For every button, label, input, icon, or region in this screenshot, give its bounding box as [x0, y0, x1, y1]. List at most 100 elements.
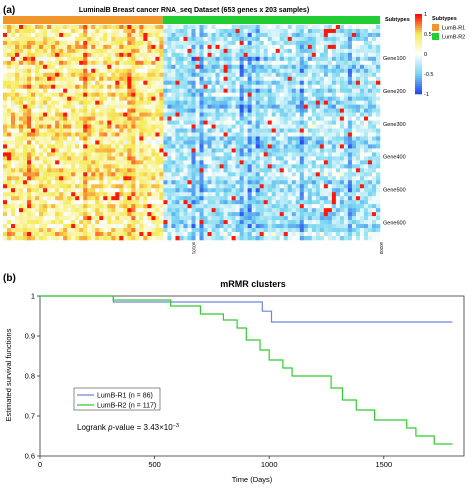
- heatmap-cell: [131, 112, 136, 117]
- heatmap-cell: [355, 68, 361, 74]
- heatmap-cell: [367, 128, 373, 133]
- heatmap-cell: [163, 192, 168, 197]
- heatmap-cell: [355, 116, 361, 121]
- heatmap-cell: [143, 76, 148, 82]
- heatmap-cell: [7, 208, 12, 213]
- heatmap-cell: [363, 156, 369, 161]
- heatmap-cell: [95, 120, 100, 125]
- heatmap-cell: [159, 148, 164, 153]
- heatmap-cell: [151, 120, 156, 125]
- heatmap-cell: [299, 104, 305, 109]
- heatmap-cell: [323, 156, 329, 161]
- heatmap-cell: [147, 92, 152, 97]
- heatmap-cell: [195, 208, 200, 213]
- heatmap-cell: [287, 120, 293, 125]
- heatmap-cell: [279, 232, 285, 237]
- heatmap-cell: [67, 140, 72, 145]
- heatmap-cell: [3, 228, 8, 233]
- heatmap-cell: [223, 184, 228, 189]
- heatmap-cell: [223, 228, 228, 233]
- heatmap-cell: [31, 112, 36, 117]
- heatmap-cell: [123, 92, 128, 97]
- heatmap-cell: [111, 148, 116, 153]
- heatmap-cell: [183, 152, 188, 157]
- heatmap-cell: [235, 136, 240, 141]
- heatmap-cell: [203, 76, 208, 82]
- heatmap-cell: [139, 180, 144, 185]
- heatmap-cell: [227, 25, 232, 30]
- heatmap-cell: [235, 168, 240, 173]
- heatmap-cell: [271, 132, 277, 137]
- heatmap-cell: [371, 56, 377, 62]
- heatmap-cell: [339, 232, 345, 237]
- heatmap-cell: [215, 176, 220, 181]
- heatmap-cell: [159, 32, 164, 38]
- heatmap-cell: [267, 196, 273, 201]
- heatmap-cell: [287, 196, 293, 201]
- heatmap-cell: [315, 200, 321, 205]
- heatmap-cell: [7, 32, 12, 38]
- heatmap-cell: [263, 92, 268, 97]
- heatmap-cell: [115, 164, 120, 169]
- heatmap-cell: [147, 56, 152, 62]
- heatmap-cell: [259, 60, 264, 66]
- heatmap-cell: [43, 212, 48, 217]
- heatmap-cell: [119, 228, 124, 233]
- heatmap-cell: [219, 232, 224, 237]
- heatmap-cell: [59, 132, 64, 137]
- heatmap-cell: [355, 176, 361, 181]
- heatmap-cell: [11, 236, 16, 241]
- heatmap-cell: [155, 152, 160, 157]
- heatmap-cell: [259, 104, 264, 109]
- heatmap-cell: [87, 168, 92, 173]
- heatmap-cell: [123, 176, 128, 181]
- heatmap-cell: [31, 164, 36, 169]
- heatmap-cell: [287, 44, 293, 50]
- heatmap-cell: [67, 96, 72, 101]
- heatmap-cell: [183, 96, 188, 101]
- heatmap-cell: [103, 76, 108, 82]
- heatmap-cell: [335, 64, 341, 70]
- heatmap-cell: [223, 136, 228, 141]
- heatmap-cell: [139, 148, 144, 153]
- heatmap-cell: [151, 200, 156, 205]
- heatmap-cell: [39, 52, 44, 58]
- heatmap-cell: [287, 60, 293, 66]
- heatmap-cell: [211, 100, 216, 105]
- heatmap-cell: [375, 140, 381, 145]
- heatmap-cell: [191, 48, 196, 54]
- heatmap-cell: [311, 132, 317, 137]
- heatmap-cell: [371, 108, 377, 113]
- heatmap-cell: [343, 148, 349, 153]
- heatmap-cell: [307, 220, 313, 225]
- heatmap-cell: [271, 220, 277, 225]
- heatmap-cell: [19, 184, 24, 189]
- heatmap-cell: [23, 104, 28, 109]
- heatmap-cell: [3, 100, 8, 105]
- heatmap-cell: [219, 92, 224, 97]
- heatmap-cell: [127, 180, 132, 185]
- heatmap-cell: [267, 120, 273, 125]
- heatmap-cell: [71, 212, 76, 217]
- heatmap-cell: [107, 128, 112, 133]
- heatmap-cell: [111, 144, 116, 149]
- heatmap-cell: [163, 25, 168, 30]
- heatmap-cell: [99, 28, 104, 34]
- heatmap-cell: [319, 200, 325, 205]
- heatmap-cell: [11, 36, 16, 42]
- heatmap-cell: [155, 208, 160, 213]
- heatmap-cell: [67, 28, 72, 34]
- heatmap-cell: [167, 28, 172, 34]
- heatmap-cell: [247, 224, 252, 229]
- heatmap-cell: [235, 68, 240, 74]
- heatmap-cell: [359, 25, 365, 30]
- heatmap-cell: [227, 116, 232, 121]
- heatmap-cell: [119, 216, 124, 221]
- heatmap-cell: [15, 32, 20, 38]
- heatmap-cell: [315, 164, 321, 169]
- heatmap-cell: [259, 72, 264, 78]
- heatmap-cell: [183, 25, 188, 30]
- heatmap-cell: [239, 108, 244, 113]
- heatmap-cell: [275, 28, 281, 34]
- heatmap-cell: [215, 76, 220, 82]
